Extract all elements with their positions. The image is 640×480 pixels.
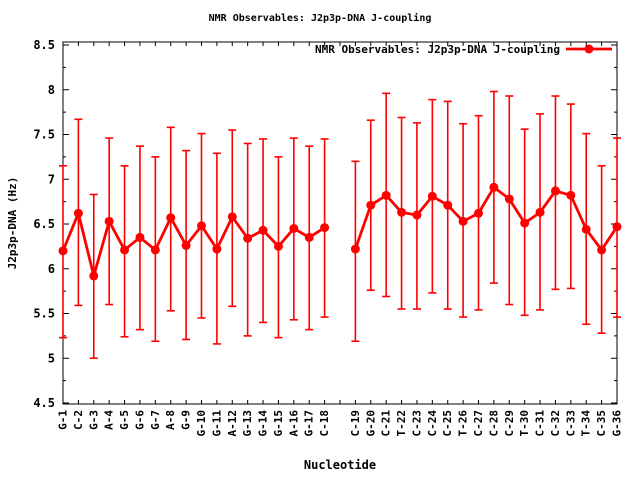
data-point (89, 271, 99, 281)
y-tick-label: 8 (48, 83, 55, 97)
data-point (458, 216, 468, 226)
x-tick-label: C-24 (426, 410, 439, 437)
x-tick-label: G-13 (241, 410, 254, 437)
data-line-strand-1 (61, 208, 326, 282)
data-point (535, 207, 545, 217)
x-tick-label: C-2 (72, 410, 85, 430)
data-point (443, 200, 453, 210)
data-point (397, 207, 407, 217)
plot-border (62, 41, 618, 405)
x-tick-label: G-14 (257, 410, 270, 437)
data-point (150, 245, 160, 255)
data-point (520, 218, 530, 228)
x-tick-label: A-16 (287, 410, 300, 437)
x-tick-label: C-31 (534, 410, 547, 437)
data-point (581, 224, 591, 234)
data-point (227, 212, 237, 222)
y-tick-label: 6.5 (33, 217, 55, 231)
y-tick-label: 8.5 (33, 38, 55, 52)
data-point (427, 191, 437, 201)
data-point (566, 190, 576, 200)
chart-title: NMR Observables: J2p3p-DNA J-coupling (209, 12, 432, 24)
x-tick-label: C-28 (487, 410, 500, 437)
x-tick-label: C-23 (410, 410, 423, 437)
data-point (489, 182, 499, 192)
data-point (73, 208, 83, 218)
data-point (181, 240, 191, 250)
data-point (243, 233, 253, 243)
x-tick-label: G-15 (272, 410, 285, 437)
y-tick-label: 4.5 (33, 396, 55, 410)
x-tick-label: T-34 (580, 410, 593, 437)
x-tick-label: T-30 (518, 410, 531, 437)
x-tick-label: G-10 (195, 410, 208, 437)
data-point (612, 222, 622, 232)
x-tick-label: C-35 (595, 410, 608, 437)
x-tick-label: C-18 (318, 410, 331, 437)
y-tick-label: 5.5 (33, 307, 55, 321)
data-point (104, 216, 114, 226)
x-tick-label: T-22 (395, 410, 408, 437)
data-point (504, 194, 514, 204)
x-tick-label: C-19 (349, 410, 362, 437)
data-point (474, 208, 483, 218)
data-point (120, 245, 130, 255)
data-point (366, 200, 376, 210)
x-tick-label: G-3 (87, 410, 100, 430)
data-point (258, 225, 268, 235)
x-tick-label: A-4 (103, 410, 116, 430)
x-tick-label: C-21 (380, 410, 393, 437)
data-point (412, 210, 422, 220)
data-point (273, 241, 283, 251)
x-tick-label: C-25 (441, 410, 454, 437)
y-axis-label: J2p3p-DNA (Hz) (6, 177, 19, 270)
data-line-strand-2 (354, 185, 619, 253)
legend-label: NMR Observables: J2p3p-DNA J-coupling (315, 43, 560, 56)
data-point (597, 245, 607, 255)
data-point (320, 223, 330, 233)
plot-area: 4.5 5 5.5 6 6.5 7 7.5 8 8.5 G-1 C-2 G-3 A-4 G-5 G-6 G-7… (33, 38, 623, 437)
x-tick-label: G-20 (364, 410, 377, 437)
data-point (550, 186, 560, 196)
x-tick-label: G-5 (118, 410, 131, 430)
x-tick-label: G-11 (210, 410, 223, 437)
x-tick-label: A-12 (226, 410, 239, 437)
data-point (212, 244, 222, 254)
x-tick-label: C-32 (549, 410, 562, 437)
y-tick-label: 6 (48, 262, 55, 276)
x-tick-label: G-1 (57, 410, 70, 430)
data-point (58, 246, 68, 256)
legend-marker-icon (584, 44, 594, 54)
data-point (289, 223, 299, 233)
data-point (381, 190, 391, 200)
data-point (197, 221, 206, 231)
x-tick-label: C-33 (564, 410, 577, 437)
legend-sample (566, 44, 612, 54)
x-tick-label: G-6 (133, 410, 146, 430)
x-tick-label: G-9 (180, 410, 193, 430)
data-point (166, 213, 176, 223)
data-point (350, 244, 360, 254)
data-point (135, 232, 145, 242)
x-tick-label: G-7 (149, 410, 162, 430)
y-tick-label: 7 (48, 172, 55, 186)
x-tick-label: C-29 (503, 410, 516, 437)
data-point (304, 232, 314, 242)
x-tick-label: G-17 (303, 410, 316, 437)
x-tick-label: T-26 (457, 410, 470, 437)
y-tick-label: 5 (48, 351, 55, 365)
y-tick-label: 7.5 (33, 128, 55, 142)
x-tick-label: G-36 (611, 410, 624, 437)
x-axis-label: Nucleotide (304, 458, 376, 472)
x-tick-label: A-8 (164, 410, 177, 430)
x-tick-label: C-27 (472, 410, 485, 437)
